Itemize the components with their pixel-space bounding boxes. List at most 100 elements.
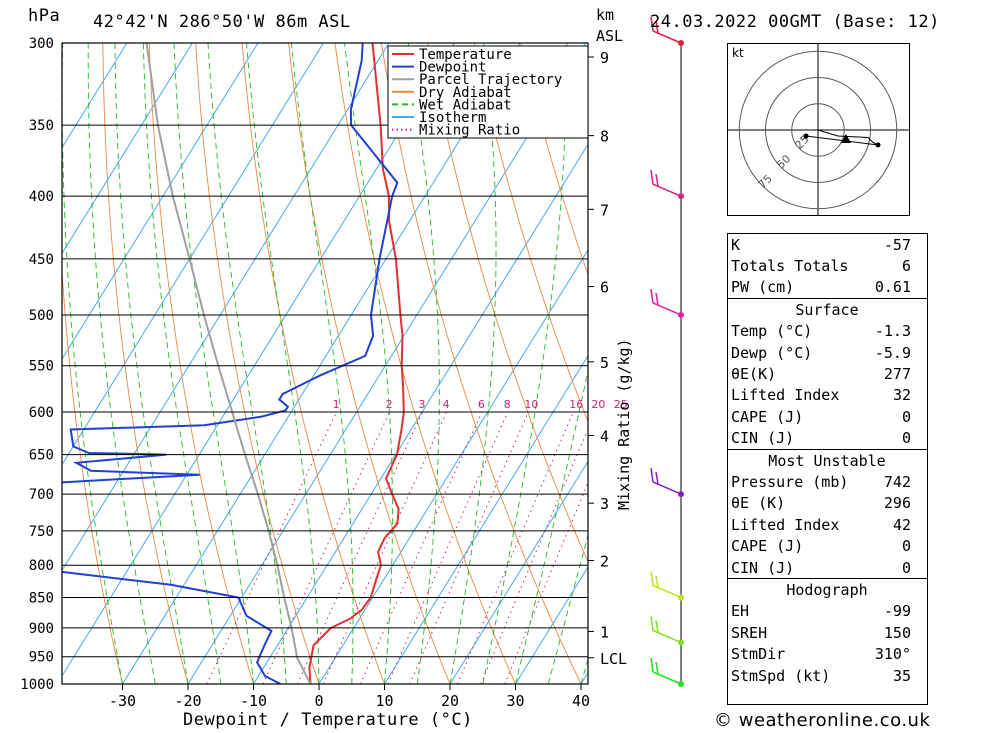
mixing-ratio-tick-label: 8 [504, 398, 511, 411]
idx-value: 296 [883, 494, 911, 513]
hodograph-ring [738, 50, 898, 210]
idx-value: 742 [883, 472, 911, 491]
x-tick-label: 20 [441, 692, 459, 710]
idx-value: 150 [883, 623, 911, 642]
hodograph-ring [765, 77, 871, 183]
series-line-parcel-trajectory [145, 43, 312, 684]
pressure-unit-label: hPa [28, 6, 61, 26]
mixing-ratio-line [262, 411, 391, 684]
wind-barb-dot [678, 311, 684, 318]
idx-value: 0.61 [874, 278, 911, 297]
wind-barb-shaft [652, 671, 682, 685]
pressure-tick-label: 450 [29, 252, 54, 268]
wet-adiabat-line [87, 43, 156, 684]
pressure-tick-label: 300 [29, 36, 54, 52]
hodograph-ring [791, 103, 845, 157]
height-tick-label: 1 [600, 623, 609, 641]
mixing-ratio-line [359, 411, 483, 684]
idx-label: CAPE (J) [731, 537, 804, 556]
wind-barb-flag [655, 620, 659, 633]
legend-label: Isotherm [419, 110, 486, 126]
height-tick-label: 5 [600, 354, 609, 372]
height-tick-label: 9 [600, 49, 609, 67]
hodograph-section-title: Hodograph [727, 578, 927, 601]
copyright-footer[interactable]: © weatheronline.co.uk [714, 710, 931, 731]
wind-barb-flag [655, 292, 659, 306]
x-tick-label: -20 [174, 692, 201, 710]
dry-adiabat-line [380, 43, 582, 684]
idx-value: 0 [901, 537, 911, 556]
pressure-tick-label: 650 [29, 448, 54, 464]
wind-barb-flag [650, 170, 654, 185]
storm-motion-marker [841, 134, 851, 143]
isotherm-line [318, 249, 588, 684]
mixing-ratio-line [206, 411, 338, 684]
isotherm-line [62, 43, 259, 360]
idx-value: 277 [883, 365, 911, 384]
pressure-tick-label: 350 [29, 118, 54, 134]
legend-label: Wet Adiabat [419, 97, 512, 113]
asl-unit-label: ASL [596, 27, 624, 45]
wind-barb-flag [655, 575, 659, 588]
wind-barb-flag [650, 288, 654, 304]
wind-barb-dot [678, 594, 684, 601]
dry-adiabat-line [195, 43, 320, 684]
hodograph-unit: kt [732, 46, 744, 60]
idx-value: 0 [901, 429, 911, 448]
mixing-ratio-tick-label: 4 [443, 398, 450, 411]
isotherm-line [122, 43, 521, 684]
legend-label: Parcel Trajectory [419, 72, 562, 88]
datetime-title: 24.03.2022 00GMT (Base: 12) [650, 12, 940, 32]
wind-barb-shaft [652, 183, 682, 197]
mixing-ratio-tick-label: 2 [386, 398, 393, 411]
idx-value: 0 [901, 558, 911, 577]
pressure-tick-label: 550 [29, 359, 54, 375]
idx-value: 35 [892, 666, 911, 685]
isotherm-line [253, 143, 588, 684]
isotherm-line [515, 566, 588, 684]
idx-label: Pressure (mb) [731, 472, 849, 491]
legend-label: Temperature [419, 47, 512, 63]
isotherm-line [62, 43, 390, 572]
x-tick-label: -30 [109, 692, 136, 710]
mixing-ratio-tick-label: 25 [614, 398, 628, 411]
wind-barb-shaft [652, 481, 682, 495]
wind-barb-dot [678, 491, 684, 498]
wind-barb-dot [678, 40, 684, 46]
isotherm-line [187, 43, 586, 684]
height-tick-label: 3 [600, 495, 609, 513]
mixing-ratio-line [322, 411, 448, 684]
pressure-tick-label: 800 [29, 558, 54, 574]
pressure-tick-label: 600 [29, 405, 54, 421]
wet-adiabat-line [114, 43, 189, 684]
idx-label: Totals Totals [731, 257, 849, 276]
idx-value: -99 [883, 602, 911, 621]
height-tick-label: 4 [600, 427, 609, 445]
idx-value: 6 [901, 257, 911, 276]
height-tick-label: 8 [600, 128, 609, 146]
height-tick-label: LCL [600, 650, 627, 668]
pressure-tick-label: 400 [29, 189, 54, 205]
mixing-ratio-line [504, 481, 588, 684]
height-tick-label: 7 [600, 201, 609, 219]
pressure-tick-label: 900 [29, 621, 54, 637]
wind-barb-flag [650, 571, 654, 586]
wind-barb-shaft [652, 30, 682, 44]
idx-label: PW (cm) [731, 278, 795, 297]
mixing-ratio-line [457, 411, 574, 684]
legend-label: Mixing Ratio [419, 123, 520, 139]
idx-label: Dewp (°C) [731, 343, 813, 362]
wet-adiabat-line [449, 43, 497, 684]
mixing-ratio-line [387, 411, 509, 684]
x-tick-label: 30 [506, 692, 524, 710]
mixing-ratio-tick-label: 1 [333, 398, 340, 411]
hodograph-point [875, 142, 881, 148]
dry-adiabat-line [102, 43, 189, 684]
pressure-tick-label: 700 [29, 487, 54, 503]
legend-label: Dry Adiabat [419, 85, 512, 101]
idx-value: 42 [892, 515, 911, 534]
idx-label: Temp (°C) [731, 322, 813, 341]
wind-barb-flag [650, 16, 654, 32]
mixing-ratio-tick-label: 3 [418, 398, 425, 411]
